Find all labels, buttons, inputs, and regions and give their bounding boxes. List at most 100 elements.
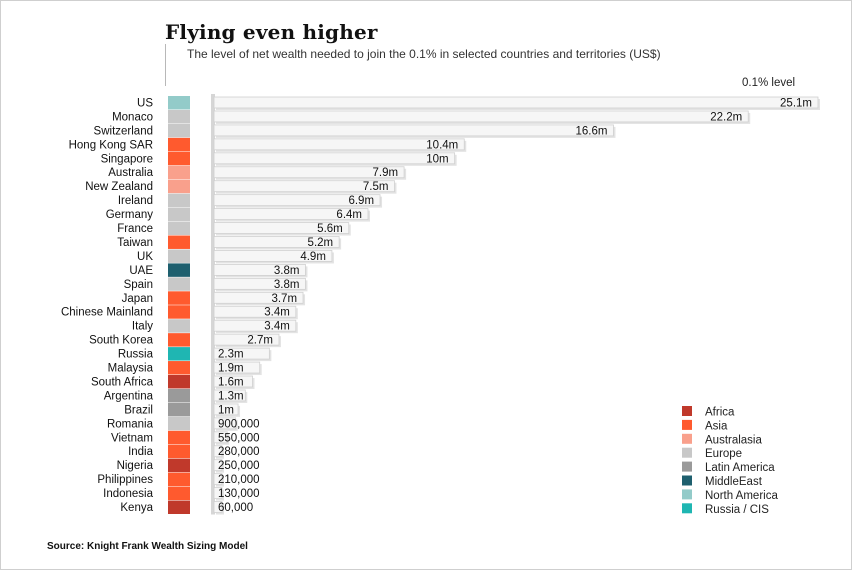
legend-label: MiddleEast — [705, 476, 763, 488]
legend-label: North America — [705, 490, 778, 502]
country-label: Kenya — [120, 502, 153, 514]
legend-label: Europe — [705, 448, 742, 460]
value-label: 900,000 — [218, 418, 260, 430]
bar — [213, 180, 395, 193]
legend-swatch — [682, 406, 692, 416]
bar — [213, 375, 253, 388]
value-label: 4.9m — [300, 251, 326, 263]
country-label: Spain — [124, 279, 153, 291]
value-label: 6.4m — [336, 209, 362, 221]
region-swatch — [168, 333, 190, 347]
value-label: 3.8m — [274, 279, 300, 291]
region-swatch — [168, 109, 190, 124]
country-label: Italy — [132, 321, 153, 333]
region-swatch — [168, 179, 190, 194]
region-swatch — [168, 123, 190, 138]
country-label: Romania — [107, 418, 154, 430]
value-label: 250,000 — [218, 460, 260, 472]
region-swatch — [168, 388, 190, 403]
country-label: UK — [137, 251, 153, 263]
country-label: Monaco — [112, 111, 153, 123]
bar — [213, 487, 223, 500]
country-label: New Zealand — [85, 181, 153, 193]
region-swatch — [168, 458, 190, 473]
axis-baseline — [211, 94, 215, 515]
bar — [213, 389, 246, 402]
legend-label: Africa — [705, 407, 735, 419]
region-swatch — [168, 319, 190, 333]
value-label: 3.7m — [271, 293, 297, 305]
legend-swatch — [682, 475, 692, 486]
title-divider — [165, 44, 166, 86]
value-label: 60,000 — [218, 502, 253, 514]
region-swatch — [168, 472, 190, 487]
bar — [213, 403, 239, 416]
region-swatch — [168, 137, 190, 152]
bar — [213, 222, 350, 234]
value-label: 3.4m — [264, 307, 290, 319]
legend-label: Russia / CIS — [705, 504, 769, 516]
value-label: 10m — [426, 153, 448, 165]
country-label: Japan — [122, 293, 153, 305]
bar — [213, 291, 304, 304]
region-swatch — [168, 221, 190, 235]
bar — [213, 431, 228, 444]
country-label: Malaysia — [108, 363, 154, 375]
value-label: 1.3m — [218, 390, 244, 402]
bar — [213, 347, 270, 360]
legend-label: Australasia — [705, 434, 762, 446]
country-label: India — [128, 446, 154, 458]
country-label: Russia — [118, 349, 154, 361]
chart-subtitle: The level of net wealth needed to join t… — [187, 47, 661, 61]
bar — [213, 263, 306, 276]
bar — [213, 473, 223, 486]
country-label: France — [117, 223, 153, 235]
country-label: Vietnam — [111, 432, 153, 444]
country-label: Taiwan — [117, 237, 153, 249]
country-label: Switzerland — [94, 125, 153, 137]
value-label: 7.9m — [373, 167, 399, 179]
country-label: Indonesia — [103, 488, 153, 500]
bar — [213, 152, 456, 165]
value-label: 280,000 — [218, 446, 260, 458]
region-swatch — [168, 165, 190, 180]
bar — [213, 361, 261, 374]
legend-swatch — [682, 419, 692, 430]
country-label: Germany — [106, 209, 154, 221]
legend-swatch — [682, 489, 692, 500]
value-label: 5.6m — [317, 223, 343, 235]
region-swatch — [168, 207, 190, 222]
region-swatch — [168, 193, 190, 208]
region-swatch — [168, 430, 190, 445]
legend-swatch — [682, 503, 692, 514]
region-swatch — [168, 263, 190, 277]
bar — [213, 208, 369, 221]
bar — [213, 459, 223, 472]
region-swatch — [168, 249, 190, 263]
value-label: 6.9m — [348, 195, 374, 207]
value-label: 3.4m — [264, 321, 290, 333]
region-swatch — [168, 291, 190, 305]
bar — [213, 319, 297, 332]
region-swatch — [168, 444, 190, 459]
region-swatch — [168, 305, 190, 319]
region-swatch — [168, 402, 190, 417]
country-label: Argentina — [104, 390, 154, 402]
value-label: 22.2m — [710, 111, 742, 123]
region-swatch — [168, 235, 190, 249]
region-swatch — [168, 151, 190, 166]
legend-label: Asia — [705, 420, 728, 432]
country-label: UAE — [129, 265, 153, 277]
region-swatch — [168, 96, 190, 110]
bar — [213, 305, 297, 318]
country-label: US — [137, 97, 153, 109]
bar — [213, 236, 340, 248]
legend-swatch — [682, 447, 692, 458]
value-label: 5.2m — [308, 237, 334, 249]
bar — [213, 417, 237, 430]
region-swatch — [168, 347, 190, 361]
value-label: 130,000 — [218, 488, 260, 500]
value-label: 3.8m — [274, 265, 300, 277]
region-swatch — [168, 375, 190, 389]
legend-swatch — [682, 433, 692, 444]
